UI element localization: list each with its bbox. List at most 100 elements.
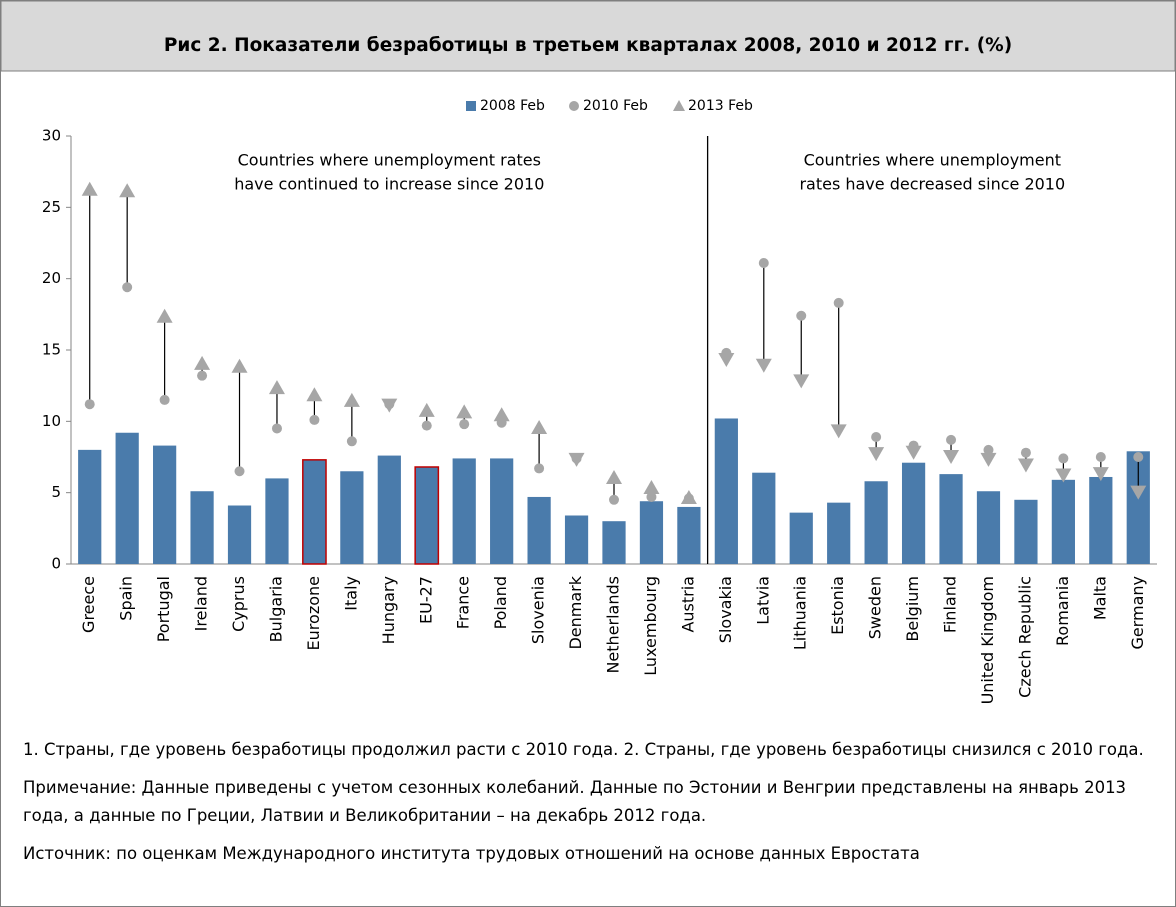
triangle-2013 bbox=[718, 352, 735, 367]
bar bbox=[789, 512, 813, 564]
triangle-2013 bbox=[343, 392, 360, 407]
x-tick-label: Cyprus bbox=[229, 576, 248, 632]
bar bbox=[265, 478, 289, 564]
bar bbox=[115, 432, 139, 564]
dot-2010 bbox=[758, 257, 769, 268]
x-tick-label: Slovakia bbox=[716, 576, 735, 643]
dot-2010 bbox=[796, 310, 807, 321]
x-tick-label: Netherlands bbox=[604, 576, 623, 674]
triangle-2013 bbox=[493, 407, 510, 422]
x-tick-label: Romania bbox=[1053, 576, 1072, 646]
legend-label: 2010 Feb bbox=[583, 98, 648, 114]
x-tick-label: Greece bbox=[79, 576, 98, 633]
bar bbox=[377, 455, 401, 564]
x-tick-label: Bulgaria bbox=[266, 576, 285, 642]
bar bbox=[1051, 479, 1075, 564]
dot-2010 bbox=[946, 434, 957, 445]
notes: 1. Страны, где уровень безработицы продо… bbox=[23, 736, 1153, 878]
annotation: Countries where unemployment rates bbox=[238, 151, 541, 170]
x-tick-label: Belgium bbox=[903, 576, 922, 642]
bar bbox=[414, 466, 440, 565]
bar bbox=[639, 501, 664, 564]
dot-2010 bbox=[833, 297, 844, 308]
annotation: Countries where unemployment bbox=[804, 151, 1061, 170]
dot-2010 bbox=[1020, 447, 1031, 458]
y-tick-label: 15 bbox=[42, 341, 61, 359]
y-tick-label: 0 bbox=[51, 555, 61, 573]
bar bbox=[190, 491, 214, 564]
x-tick-label: Germany bbox=[1128, 576, 1147, 650]
chart: Рис 2. Показатели безработицы в третьем … bbox=[0, 0, 1176, 704]
triangle-2013 bbox=[81, 181, 98, 196]
x-tick-label: Denmark bbox=[566, 575, 585, 649]
bar bbox=[864, 481, 888, 564]
y-tick-label: 25 bbox=[42, 198, 61, 216]
triangle-2013 bbox=[306, 387, 323, 402]
dot-2010 bbox=[534, 463, 545, 474]
legend-swatch bbox=[673, 100, 685, 111]
triangle-2013 bbox=[268, 380, 285, 395]
triangle-2013 bbox=[606, 469, 622, 484]
dot-2010 bbox=[1058, 453, 1069, 464]
triangle-2013 bbox=[418, 402, 435, 417]
triangle-2013 bbox=[1017, 458, 1034, 473]
bar bbox=[490, 458, 514, 564]
y-tick-label: 10 bbox=[42, 412, 61, 430]
dot-2010 bbox=[309, 414, 320, 425]
legend-swatch bbox=[569, 101, 579, 111]
triangle-2013 bbox=[1130, 485, 1147, 500]
dot-2010 bbox=[234, 466, 245, 477]
x-tick-label: Finland bbox=[941, 576, 960, 633]
triangle-2013 bbox=[531, 420, 548, 435]
triangle-2013 bbox=[568, 452, 585, 467]
triangle-2013 bbox=[231, 358, 248, 373]
note: Примечание: Данные приведены с учетом се… bbox=[23, 778, 1127, 825]
triangle-2013 bbox=[868, 447, 885, 462]
triangle-2013 bbox=[905, 445, 922, 460]
title-bar bbox=[0, 0, 1176, 72]
bar bbox=[602, 521, 626, 564]
triangle-2013 bbox=[119, 183, 136, 198]
x-tick-label: Austria bbox=[678, 576, 697, 633]
dot-2010 bbox=[421, 420, 432, 431]
x-tick-label: United Kingdom bbox=[978, 576, 997, 704]
triangle-2013 bbox=[1092, 467, 1109, 482]
dot-2010 bbox=[983, 444, 994, 455]
x-tick-label: Malta bbox=[1090, 576, 1109, 620]
x-tick-label: Spain bbox=[117, 576, 136, 621]
bar bbox=[452, 458, 476, 564]
x-tick-label: Poland bbox=[491, 576, 510, 629]
x-tick-label: Lithuania bbox=[791, 576, 810, 650]
triangle-2013 bbox=[793, 374, 810, 389]
bar bbox=[827, 502, 851, 564]
dot-2010 bbox=[271, 423, 282, 434]
triangle-2013 bbox=[680, 489, 697, 504]
bar bbox=[78, 449, 102, 564]
legend-swatch bbox=[466, 101, 476, 111]
bar bbox=[1089, 476, 1113, 564]
bar bbox=[227, 505, 252, 564]
bar bbox=[1126, 451, 1150, 564]
x-tick-label: Eurozone bbox=[304, 576, 323, 650]
triangle-2013 bbox=[456, 404, 473, 419]
x-tick-label: Italy bbox=[341, 576, 360, 611]
x-tick-label: Sweden bbox=[866, 576, 885, 639]
bar bbox=[677, 506, 701, 564]
triangle-2013 bbox=[1055, 468, 1072, 483]
dot-2010 bbox=[159, 394, 170, 405]
dot-2010 bbox=[609, 494, 619, 505]
bar bbox=[901, 462, 926, 564]
dot-2010 bbox=[1133, 452, 1144, 462]
annotation: have continued to increase since 2010 bbox=[234, 175, 544, 194]
y-tick-label: 30 bbox=[42, 127, 61, 145]
note: Источник: по оценкам Международного инст… bbox=[23, 844, 920, 863]
bar bbox=[714, 418, 738, 564]
bar bbox=[527, 496, 551, 564]
chart-title: Рис 2. Показатели безработицы в третьем … bbox=[164, 35, 1012, 56]
dot-2010 bbox=[84, 399, 95, 410]
bar bbox=[564, 515, 589, 564]
dot-2010 bbox=[871, 432, 882, 443]
y-tick-label: 20 bbox=[42, 269, 61, 287]
legend-label: 2013 Feb bbox=[688, 98, 753, 114]
triangle-2013 bbox=[156, 308, 173, 323]
